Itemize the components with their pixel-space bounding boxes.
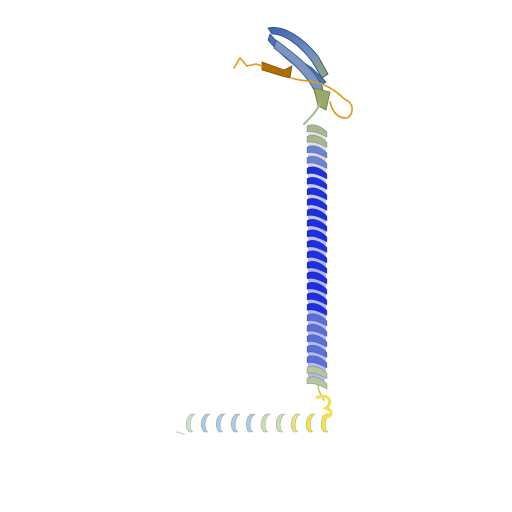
- lower-helix-turn: [305, 413, 316, 433]
- lower-helix-turn: [215, 413, 226, 433]
- lower-helix-turn: [230, 413, 241, 433]
- lower-helix-turn: [185, 413, 196, 433]
- loop-orange-right: [291, 77, 353, 119]
- loop-helix-junction: [317, 383, 325, 401]
- helix-turn: [306, 376, 328, 390]
- helix-turn: [306, 229, 328, 243]
- beta-sheet: [261, 27, 331, 111]
- loops: [175, 57, 353, 435]
- helix-turn: [306, 124, 328, 138]
- helix-turn: [306, 302, 328, 316]
- lower-helix-turn: [245, 413, 256, 433]
- helix-turn: [306, 166, 328, 180]
- helix-turn: [306, 176, 328, 190]
- helix-turn: [306, 208, 328, 222]
- lower-alpha-helix: [185, 394, 333, 433]
- helix-turn: [306, 187, 328, 201]
- helix-turn: [306, 344, 328, 358]
- lower-helix-turn: [275, 413, 286, 433]
- helix-turn: [306, 134, 328, 148]
- lower-helix-turns: [185, 394, 333, 433]
- lower-helix-turn: [260, 413, 271, 433]
- loop-n-terminal: [233, 57, 263, 69]
- helix-turn: [306, 250, 328, 264]
- helix-turn: [306, 355, 328, 369]
- loop-olive-link: [303, 103, 321, 125]
- helix-turn: [306, 292, 328, 306]
- helix-turn: [306, 260, 328, 274]
- helix-turn: [306, 155, 328, 169]
- loop-c-terminal: [175, 431, 185, 435]
- helix-turn: [306, 281, 328, 295]
- main-alpha-helix: [306, 124, 328, 390]
- lower-helix-turn: [290, 413, 301, 433]
- helix-turn: [306, 271, 328, 285]
- helix-turn: [306, 197, 328, 211]
- helix-turn: [306, 145, 328, 159]
- beta-strand-orange: [261, 61, 293, 79]
- helix-turn: [306, 313, 328, 327]
- helix-turn: [306, 323, 328, 337]
- helix-turn: [306, 365, 328, 379]
- helix-turn: [306, 334, 328, 348]
- helix-turns: [306, 124, 328, 390]
- helix-junction-cap: [315, 394, 333, 419]
- lower-helix-turn: [200, 413, 211, 433]
- helix-turn: [306, 239, 328, 253]
- helix-turn: [306, 218, 328, 232]
- beta-strand-4: [313, 87, 331, 111]
